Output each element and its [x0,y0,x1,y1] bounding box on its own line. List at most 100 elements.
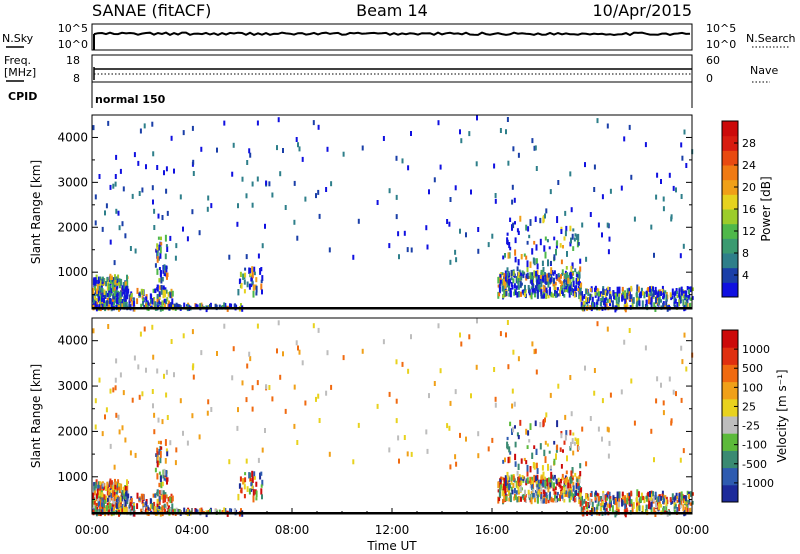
range-cell [601,194,604,200]
colorbar-swatch [722,165,738,181]
range-cell [196,304,199,308]
range-cell [113,488,116,494]
range-cell [553,458,556,465]
range-cell [512,146,515,152]
range-cell [621,294,624,302]
range-cell [216,351,218,356]
range-cell [170,135,173,141]
range-cell [550,465,552,470]
range-cell [155,453,158,457]
range-cell [105,281,108,287]
range-cell [579,287,582,294]
range-cell [540,494,543,502]
range-cell [516,432,519,437]
range-cell [499,331,502,337]
y-tick-label: 1000 [57,470,88,484]
range-cell [98,296,100,303]
range-cell [517,485,520,493]
range-cell [122,186,125,192]
range-cell [252,495,255,503]
range-cell [565,266,568,270]
range-cell [115,358,118,364]
range-cell [257,457,260,463]
range-cell [533,474,536,481]
range-cell [566,488,569,493]
range-cell [165,166,168,172]
range-cell [293,423,296,429]
range-cell [648,502,651,508]
range-cell [551,294,554,298]
range-cell [123,291,126,295]
range-cell [664,495,667,499]
range-cell [315,193,317,199]
range-cell [183,507,186,514]
range-cell [169,302,172,309]
range-cell [160,236,162,241]
range-cell [94,482,97,489]
range-cell [173,372,175,378]
range-cell [577,281,580,286]
range-cell [242,478,245,485]
range-cell [198,230,201,236]
range-cell [161,300,164,307]
range-cell [130,293,133,299]
range-cell [395,398,398,404]
range-cell [260,484,263,488]
range-cell [522,272,525,277]
range-cell [256,323,259,329]
range-cell [160,276,163,284]
range-cell [633,420,636,426]
colorbar-tick-label: -100 [742,439,767,452]
range-cell [506,276,509,283]
range-cell [250,283,253,288]
colorbar-swatch [722,416,738,434]
range-cell [244,472,247,476]
range-cell [113,260,116,266]
range-cell [158,496,161,502]
range-cell [599,302,602,307]
range-cell [534,348,537,354]
range-cell [556,420,559,428]
range-cell [118,488,121,493]
range-cell [601,436,603,442]
range-cell [520,274,523,281]
range-cell [688,493,690,499]
range-cell [539,217,542,224]
range-cell [598,496,600,502]
range-cell [112,298,114,302]
range-cell [575,285,578,292]
range-cell [160,506,163,511]
range-cell [106,300,109,306]
range-cell [103,502,105,508]
range-cell [376,200,379,205]
range-cell [499,282,502,286]
range-cell [136,492,139,499]
range-cell [153,412,156,418]
range-cell [209,509,211,515]
range-cell [618,296,620,303]
range-cell [611,300,614,308]
range-cell [612,495,615,500]
range-cell [674,504,677,509]
range-cell [156,498,159,504]
range-cell [567,491,569,498]
range-cell [497,489,500,493]
range-cell [426,244,429,250]
range-cell [550,267,553,275]
range-cell [246,160,249,165]
range-cell [110,303,113,307]
range-cell [673,301,676,307]
range-cell [540,499,543,504]
range-cell [114,274,116,281]
range-cell [498,488,501,494]
range-cell [163,298,166,303]
range-cell [153,504,156,511]
range-cell [102,486,105,491]
range-cell [142,503,145,507]
range-cell [532,284,535,288]
range-cell [114,174,117,179]
range-cell [546,277,549,282]
range-cell [509,246,512,251]
colorbar-swatch [722,179,738,195]
range-cell [171,495,174,502]
